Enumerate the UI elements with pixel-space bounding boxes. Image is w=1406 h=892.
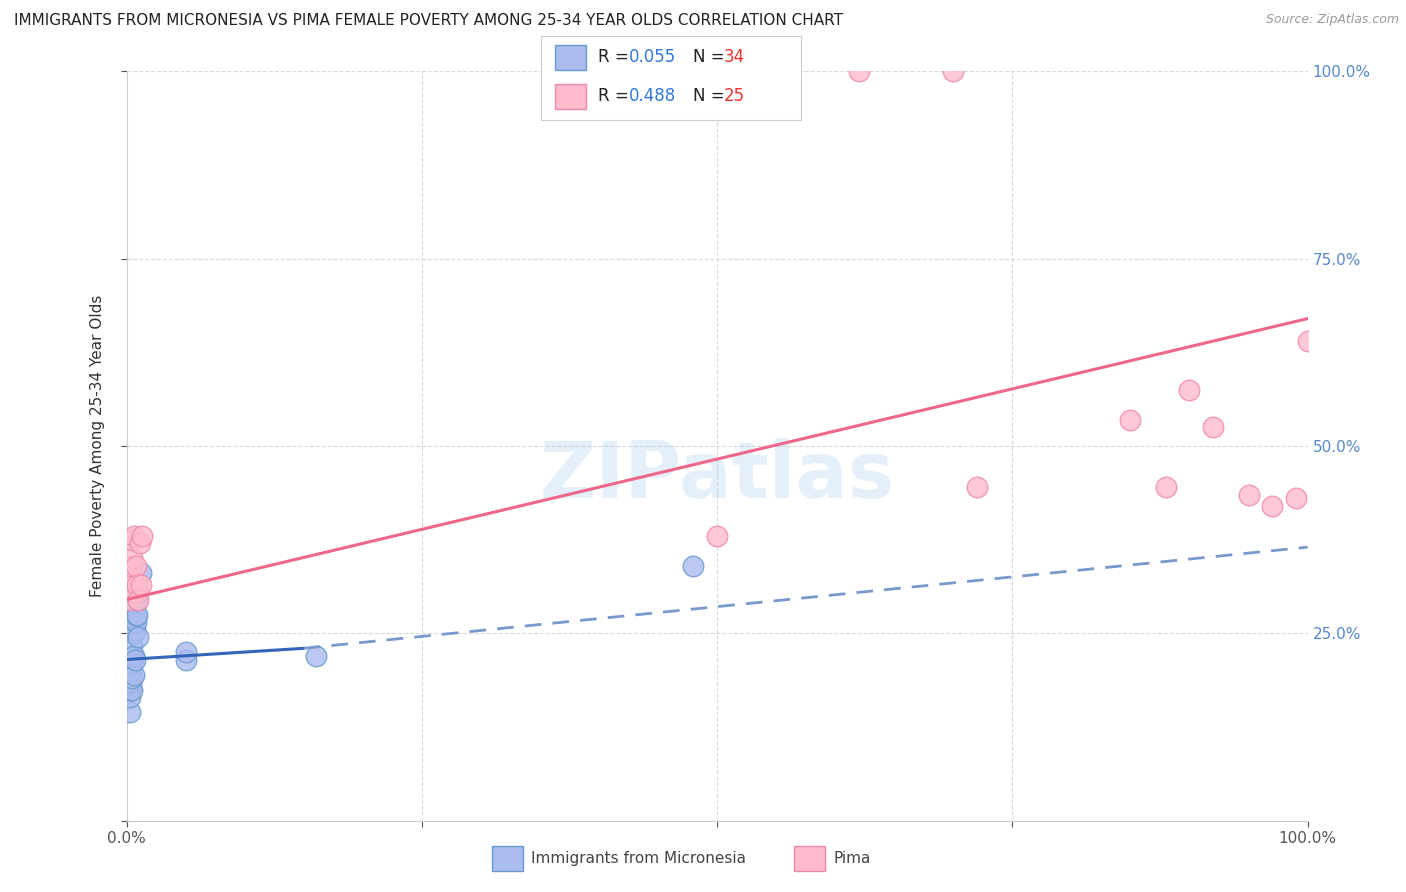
Point (174, 645, 197, 659)
Text: 0.488: 0.488 (628, 87, 676, 105)
Text: 0.055: 0.055 (628, 48, 676, 66)
Text: ZIPatlas: ZIPatlas (540, 438, 894, 514)
Point (706, 529, 728, 543)
Point (122, 529, 145, 543)
Point (125, 615, 148, 629)
Text: Immigrants from Micronesia: Immigrants from Micronesia (531, 851, 747, 865)
Point (121, 638, 143, 652)
Point (1237, 488, 1260, 502)
Point (131, 529, 153, 543)
Point (120, 682, 142, 697)
Point (120, 667, 142, 681)
Point (124, 585, 146, 599)
Point (120, 690, 142, 704)
Point (1285, 491, 1308, 506)
Text: R =: R = (598, 87, 634, 105)
Point (122, 648, 145, 663)
Point (127, 585, 149, 599)
Point (120, 675, 142, 690)
Text: R =: R = (598, 48, 634, 66)
Point (120, 675, 142, 690)
Point (129, 577, 152, 591)
Point (125, 585, 148, 599)
Text: Pima: Pima (834, 851, 872, 865)
Point (124, 623, 146, 637)
Point (174, 652, 197, 666)
Point (124, 611, 146, 625)
Point (125, 607, 148, 622)
Point (1261, 499, 1284, 513)
Point (120, 652, 142, 666)
Point (1178, 383, 1201, 397)
Point (125, 558, 148, 573)
Text: Source: ZipAtlas.com: Source: ZipAtlas.com (1265, 13, 1399, 27)
Text: IMMIGRANTS FROM MICRONESIA VS PIMA FEMALE POVERTY AMONG 25-34 YEAR OLDS CORRELAT: IMMIGRANTS FROM MICRONESIA VS PIMA FEMAL… (14, 13, 844, 29)
Point (127, 630, 149, 644)
Point (127, 607, 149, 622)
Point (129, 566, 152, 581)
Text: 34: 34 (724, 48, 745, 66)
Text: N =: N = (693, 48, 730, 66)
Point (120, 705, 142, 719)
Point (121, 648, 143, 663)
Point (120, 558, 142, 573)
Point (121, 533, 143, 547)
Point (682, 558, 704, 573)
Point (127, 577, 149, 591)
Point (122, 615, 145, 629)
Point (1202, 420, 1225, 434)
Point (118, 592, 141, 607)
Point (121, 551, 143, 566)
Point (122, 626, 145, 640)
Point (121, 657, 143, 671)
Point (848, 64, 870, 78)
Point (124, 600, 146, 615)
Point (1119, 413, 1142, 427)
Point (118, 682, 141, 697)
Text: N =: N = (693, 87, 730, 105)
Point (122, 667, 145, 681)
Point (128, 536, 150, 550)
Point (120, 664, 142, 678)
Point (1296, 334, 1319, 348)
Point (966, 480, 988, 494)
Point (127, 592, 149, 607)
Point (304, 648, 326, 663)
Point (127, 592, 149, 607)
Point (120, 574, 142, 588)
Point (942, 64, 965, 78)
Point (121, 671, 143, 685)
Point (1154, 480, 1177, 494)
Point (121, 682, 143, 697)
Text: 25: 25 (724, 87, 745, 105)
Point (124, 652, 146, 666)
Y-axis label: Female Poverty Among 25-34 Year Olds: Female Poverty Among 25-34 Year Olds (90, 295, 105, 597)
